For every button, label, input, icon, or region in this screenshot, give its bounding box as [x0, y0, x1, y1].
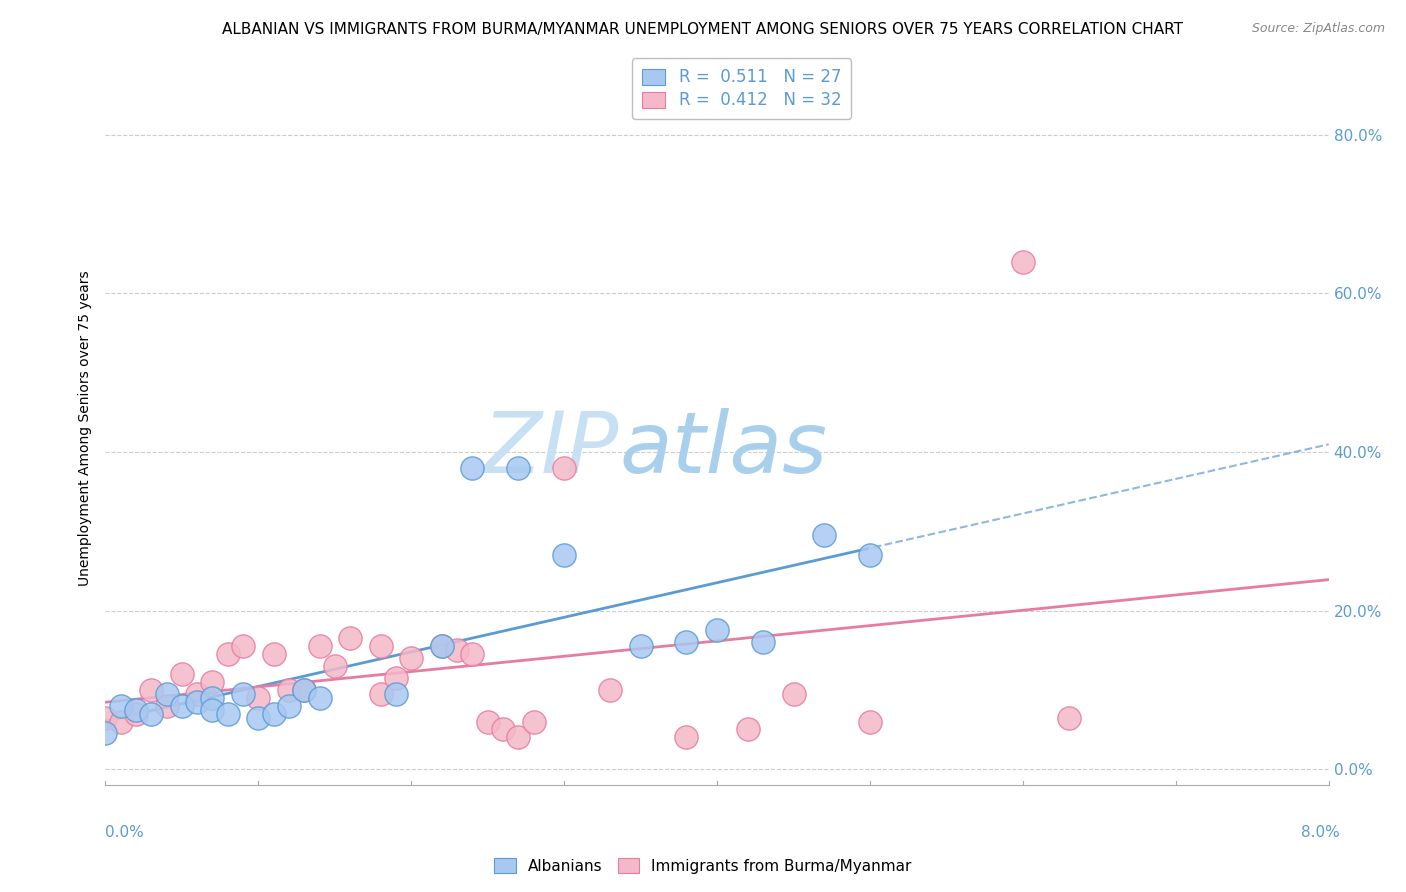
Point	[217, 706, 239, 721]
Point	[675, 635, 697, 649]
Y-axis label: Unemployment Among Seniors over 75 years: Unemployment Among Seniors over 75 years	[79, 270, 93, 586]
Point	[859, 714, 882, 729]
Point	[186, 695, 208, 709]
Point	[278, 682, 301, 697]
Point	[461, 460, 484, 475]
Point	[201, 703, 224, 717]
Point	[339, 632, 361, 646]
Point	[461, 647, 484, 661]
Point	[859, 548, 882, 562]
Point	[94, 726, 117, 740]
Point	[263, 706, 285, 721]
Point	[370, 639, 392, 653]
Point	[675, 731, 697, 745]
Point	[232, 687, 254, 701]
Point	[630, 639, 652, 653]
Point	[156, 698, 179, 713]
Point	[247, 710, 270, 724]
Point	[308, 690, 330, 705]
Point	[110, 698, 132, 713]
Point	[292, 682, 315, 697]
Point	[430, 639, 453, 653]
Point	[247, 690, 270, 705]
Point	[232, 639, 254, 653]
Point	[1057, 710, 1080, 724]
Text: 0.0%: 0.0%	[105, 825, 145, 840]
Point	[263, 647, 285, 661]
Point	[201, 690, 224, 705]
Point	[125, 706, 148, 721]
Point	[430, 639, 453, 653]
Point	[278, 698, 301, 713]
Text: ALBANIAN VS IMMIGRANTS FROM BURMA/MYANMAR UNEMPLOYMENT AMONG SENIORS OVER 75 YEA: ALBANIAN VS IMMIGRANTS FROM BURMA/MYANMA…	[222, 22, 1184, 37]
Point	[217, 647, 239, 661]
Point	[170, 667, 193, 681]
Point	[553, 460, 575, 475]
Text: ZIP: ZIP	[482, 408, 619, 491]
Point	[110, 714, 132, 729]
Point	[141, 706, 163, 721]
Point	[385, 687, 408, 701]
Point	[1011, 254, 1033, 268]
Point	[553, 548, 575, 562]
Point	[523, 714, 546, 729]
Point	[308, 639, 330, 653]
Point	[782, 687, 804, 701]
Point	[292, 682, 315, 697]
Point	[385, 671, 408, 685]
Point	[508, 460, 530, 475]
Point	[401, 651, 423, 665]
Point	[170, 698, 193, 713]
Point	[323, 659, 346, 673]
Point	[752, 635, 775, 649]
Legend: Albanians, Immigrants from Burma/Myanmar: Albanians, Immigrants from Burma/Myanmar	[488, 852, 918, 880]
Point	[125, 703, 148, 717]
Point	[446, 643, 468, 657]
Point	[737, 723, 759, 737]
Point	[186, 687, 208, 701]
Point	[201, 674, 224, 689]
Point	[599, 682, 621, 697]
Text: Source: ZipAtlas.com: Source: ZipAtlas.com	[1251, 22, 1385, 36]
Point	[370, 687, 392, 701]
Point	[813, 528, 835, 542]
Legend: R =  0.511   N = 27, R =  0.412   N = 32: R = 0.511 N = 27, R = 0.412 N = 32	[631, 58, 851, 120]
Point	[477, 714, 499, 729]
Point	[492, 723, 515, 737]
Text: atlas: atlas	[619, 408, 827, 491]
Point	[508, 731, 530, 745]
Point	[156, 687, 179, 701]
Point	[141, 682, 163, 697]
Point	[706, 624, 728, 638]
Point	[94, 710, 117, 724]
Text: 8.0%: 8.0%	[1301, 825, 1340, 840]
